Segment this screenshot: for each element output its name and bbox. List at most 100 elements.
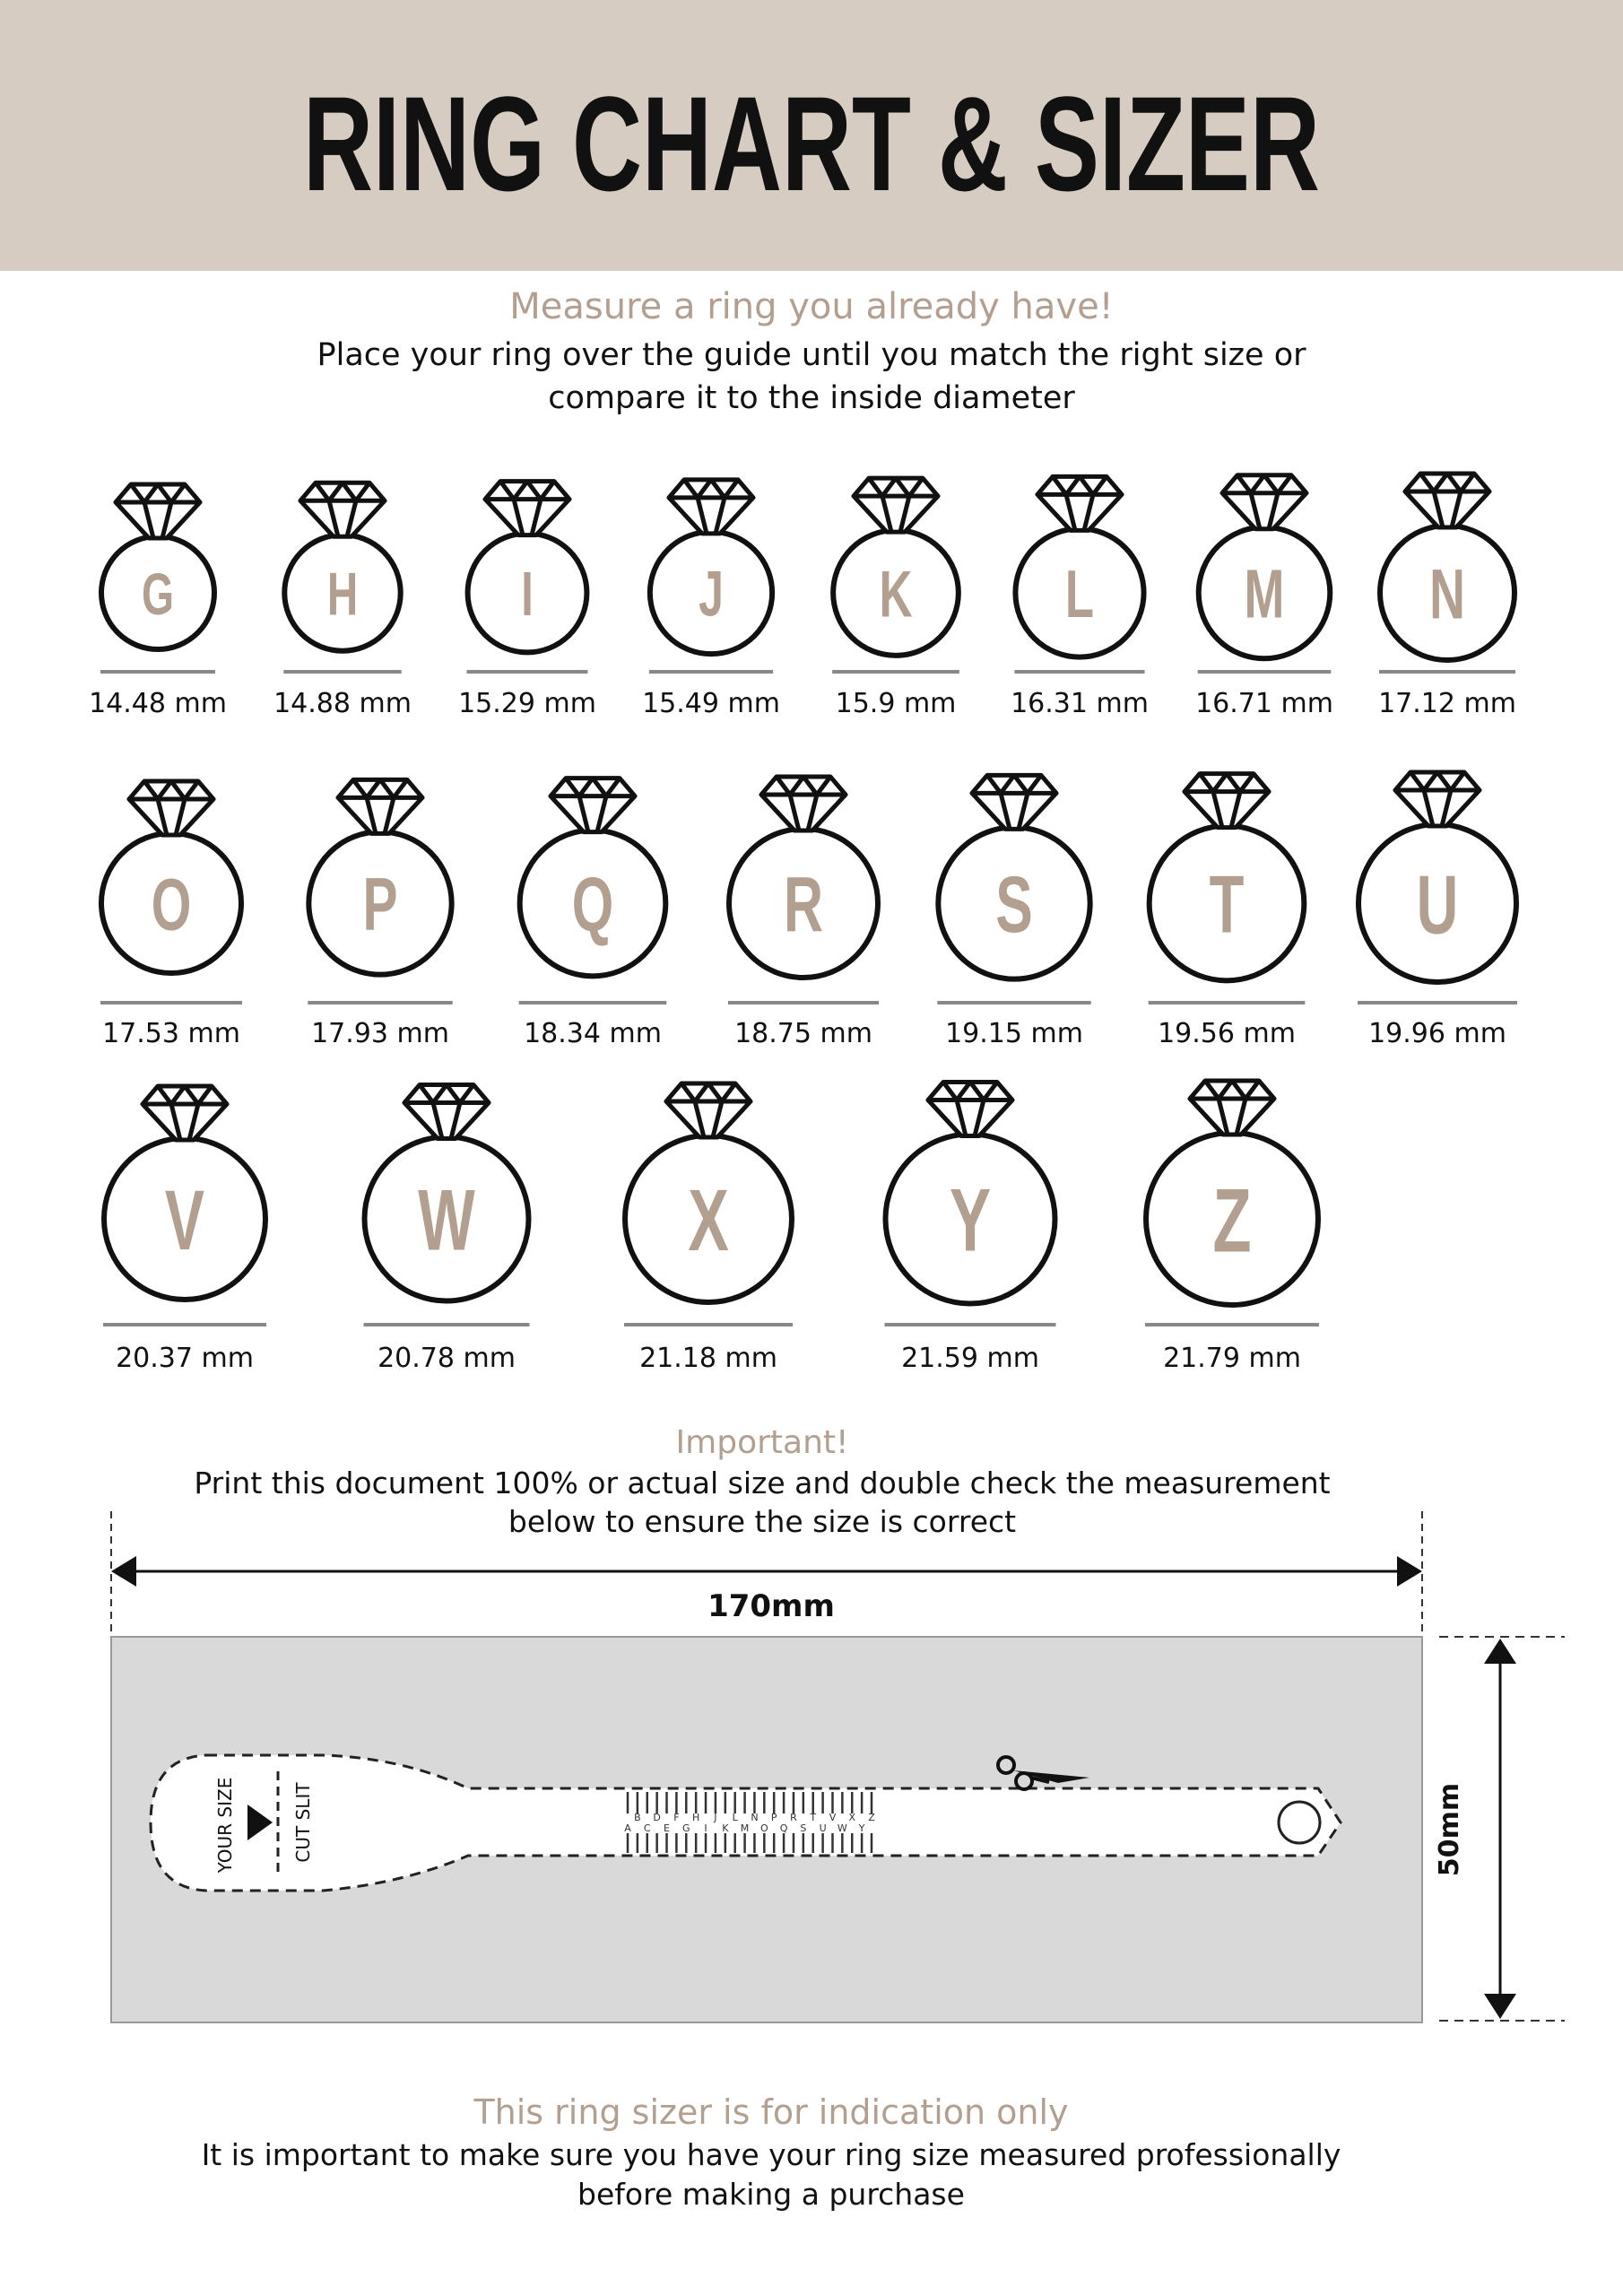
scale-letter: X (848, 1812, 855, 1823)
scale-letter: V (829, 1812, 837, 1823)
ring-diameter-label: 19.56 mm (1158, 1018, 1296, 1049)
scale-letter: H (692, 1812, 699, 1823)
scale-letter: A (624, 1822, 631, 1834)
strap-hole (1277, 1800, 1322, 1845)
scale-letter: O (760, 1822, 768, 1834)
diamond-icon (335, 777, 425, 836)
pointer-triangle-icon (247, 1805, 273, 1840)
ring-letter: S (995, 861, 1033, 949)
ring-letter: P (362, 864, 397, 947)
ring-size-W: W 20.78 mm (361, 1083, 532, 1374)
cut-slit-label: CUT SLIT (292, 1782, 314, 1863)
height-label: 50mm (1434, 1783, 1465, 1876)
diamond-icon (1187, 1078, 1277, 1137)
important-text-line2: below to ensure the size is correct (508, 1504, 1016, 1539)
scale-letter: T (809, 1812, 816, 1823)
ring-size-J: J 15.49 mm (642, 477, 780, 719)
ring-diameter-label: 15.9 mm (836, 688, 957, 719)
diamond-icon (140, 1083, 230, 1143)
diamond-icon (126, 778, 216, 838)
ring-diameter-label: 15.49 mm (642, 688, 780, 719)
page-title: RING CHART & SIZER (303, 69, 1320, 220)
scissors-icon (996, 1755, 1089, 1791)
ring-size-H: H 14.88 mm (273, 480, 412, 719)
ring-diameter-label: 19.15 mm (945, 1018, 1083, 1049)
arrow-left-icon (111, 1556, 136, 1587)
ring-letter: R (784, 861, 823, 948)
height-dimension: 50mm (1434, 1636, 1565, 2022)
diamond-icon (1393, 770, 1482, 829)
ring-diameter-label: 16.71 mm (1195, 688, 1333, 719)
ring-size-Q: Q 18.34 mm (516, 776, 669, 1049)
ring-letter: H (327, 561, 358, 628)
diamond-icon (759, 774, 848, 833)
scale-letter: J (713, 1812, 716, 1823)
important-heading: Important! (676, 1424, 849, 1461)
ring-diameter-label: 17.53 mm (102, 1018, 240, 1049)
ring-size-I: I 15.29 mm (458, 479, 596, 719)
scale-letter: K (722, 1822, 729, 1834)
ring-letter: O (152, 863, 192, 945)
ring-size-U: U 19.96 mm (1356, 770, 1519, 1049)
ring-letter: U (1417, 858, 1459, 951)
scale-letter: D (653, 1812, 660, 1823)
scale-letter: Y (858, 1822, 865, 1834)
ring-diameter-label: 18.34 mm (524, 1018, 662, 1049)
ring-size-V: V 20.37 mm (101, 1083, 268, 1374)
ring-size-S: S 19.15 mm (935, 772, 1093, 1049)
diamond-icon (402, 1083, 491, 1141)
diamond-icon (851, 475, 941, 535)
diamond-icon (298, 480, 387, 539)
scale-letter: S (800, 1822, 806, 1834)
diamond-icon (664, 1081, 753, 1140)
scale-letter: Q (780, 1822, 788, 1834)
scale-letter: I (704, 1822, 707, 1834)
scale-letter: N (751, 1812, 758, 1823)
important-text-line1: Print this document 100% or actual size … (194, 1465, 1330, 1500)
ring-size-T: T 19.56 mm (1146, 771, 1307, 1049)
ring-diameter-label: 17.12 mm (1378, 688, 1516, 719)
diamond-icon (482, 479, 572, 538)
ring-letter: Y (950, 1171, 991, 1271)
scale-letter: U (820, 1822, 827, 1834)
diamond-icon (1035, 474, 1124, 533)
ring-size-Z: Z 21.79 mm (1143, 1078, 1321, 1374)
ring-diameter-label: 17.93 mm (311, 1018, 449, 1049)
ring-letter: G (142, 561, 174, 628)
ring-letter: M (1245, 556, 1285, 633)
scale-letter: E (664, 1822, 670, 1834)
arrow-right-icon (1397, 1556, 1422, 1587)
ring-size-M: M 16.71 mm (1195, 473, 1333, 719)
ring-sizer-strip: YOUR SIZE CUT SLIT ABCDEFGHIJKLMNOPQRSTU… (149, 1753, 1342, 1892)
ring-letter: X (688, 1171, 729, 1269)
scale-letter: C (644, 1822, 651, 1834)
ring-size-R: R 18.75 mm (726, 774, 881, 1049)
scale-letter: B (634, 1812, 641, 1823)
intro-text-line2: compare it to the inside diameter (548, 380, 1075, 416)
ring-diameter-label: 21.59 mm (901, 1343, 1039, 1374)
ring-letter: Z (1212, 1170, 1251, 1271)
ring-letter: T (1210, 858, 1245, 950)
ring-diameter-label: 20.78 mm (378, 1343, 516, 1374)
header-band (0, 0, 1623, 271)
ring-size-X: X 21.18 mm (622, 1081, 794, 1374)
diamond-icon (1402, 471, 1492, 530)
ring-size-grid: G 14.48 mm H 14.88 mm I 15.29 mm J 15.49 mm K 15.… (89, 471, 1519, 1374)
ring-diameter-label: 18.75 mm (734, 1018, 872, 1049)
ring-diameter-label: 14.48 mm (89, 688, 227, 719)
diamond-icon (925, 1080, 1015, 1138)
diamond-icon (969, 772, 1059, 831)
ring-diameter-label: 15.29 mm (458, 688, 596, 719)
footer-text-line1: It is important to make sure you have yo… (202, 2137, 1341, 2172)
ring-letter: I (521, 560, 534, 630)
ring-diameter-label: 14.88 mm (273, 688, 412, 719)
ring-diameter-label: 21.79 mm (1163, 1343, 1301, 1374)
scale-letter: G (682, 1822, 690, 1834)
ring-size-N: N 17.12 mm (1377, 471, 1517, 719)
intro-text-line1: Place your ring over the guide until you… (317, 337, 1306, 373)
ring-size-G: G 14.48 mm (89, 482, 227, 719)
ring-letter: K (879, 559, 912, 631)
scale-letter: R (790, 1812, 797, 1823)
width-label: 170mm (707, 1588, 835, 1624)
